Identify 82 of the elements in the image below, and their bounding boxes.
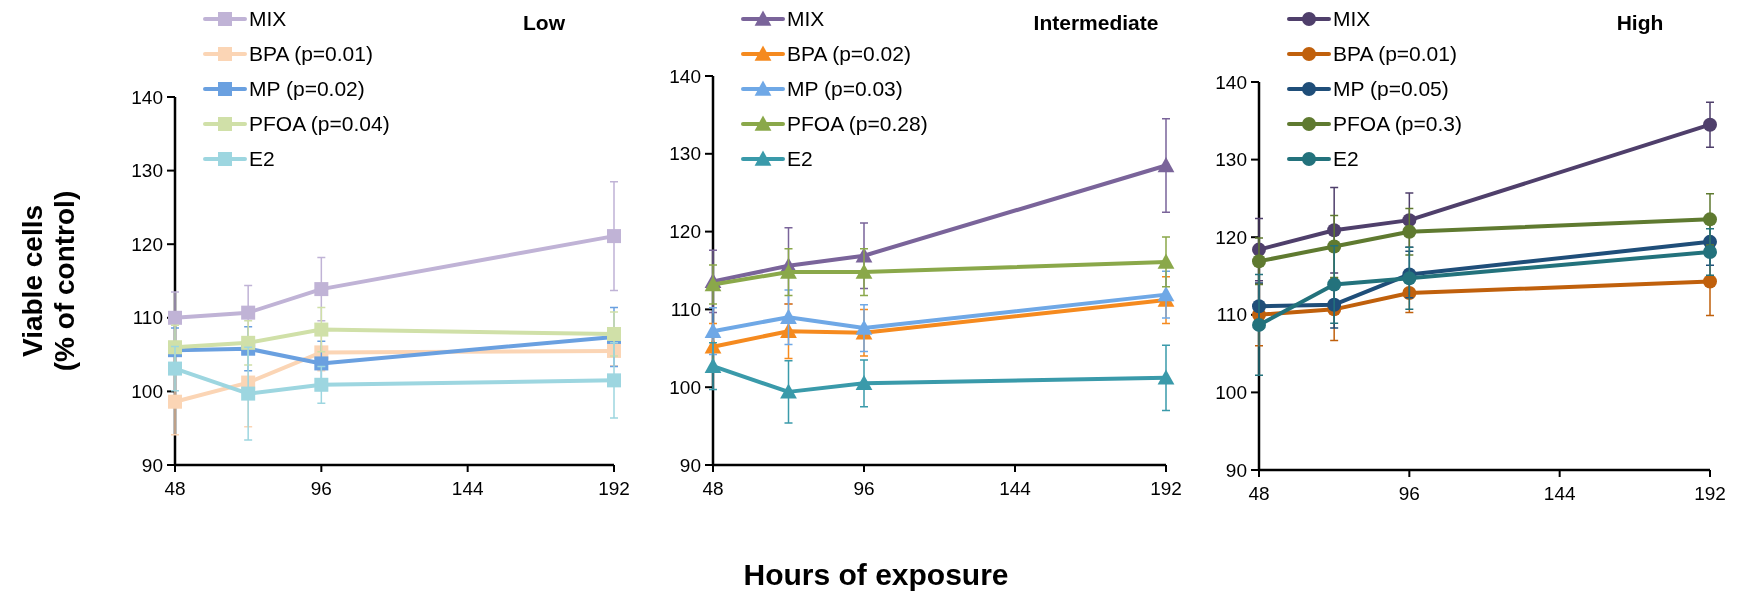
point: [607, 373, 621, 388]
x-tick-label: 192: [1150, 478, 1182, 499]
x-axis-title: Hours of exposure: [743, 558, 1009, 591]
y-tick-label: 100: [669, 376, 701, 398]
y-tick-label: 90: [141, 454, 163, 476]
point: [1157, 369, 1175, 385]
legend-label: BPA (p=0.02): [787, 42, 911, 66]
legend-label: E2: [249, 147, 275, 171]
point: [607, 229, 621, 244]
chart-title: Low: [523, 11, 566, 34]
x-tick-label: 96: [310, 478, 332, 499]
point: [314, 322, 329, 337]
point: [1402, 271, 1417, 286]
point: [314, 356, 329, 371]
point: [1252, 317, 1266, 332]
y-tick-label: 130: [1215, 149, 1247, 171]
point: [780, 383, 797, 399]
point: [1327, 277, 1342, 292]
legend-label: PFOA (p=0.3): [1333, 112, 1462, 136]
point: [780, 263, 797, 279]
legend-label: BPA (p=0.01): [1333, 42, 1457, 66]
x-tick-label: 48: [1248, 483, 1270, 504]
x-tick-label: 48: [702, 478, 724, 499]
point: [168, 361, 182, 376]
point: [1157, 157, 1175, 173]
point: [855, 374, 873, 391]
legend-label: BPA (p=0.01): [249, 42, 373, 66]
legend-label: PFOA (p=0.28): [787, 112, 928, 136]
x-tick-label: 144: [999, 478, 1032, 499]
point: [1703, 212, 1717, 227]
legend-label: MIX: [1333, 7, 1371, 31]
x-tick-label: 48: [164, 478, 186, 499]
y-tick-label: 100: [131, 381, 163, 403]
point: [1252, 254, 1266, 269]
x-tick-label: 96: [1398, 483, 1420, 504]
x-tick-label: 192: [1694, 483, 1726, 504]
chart-title: High: [1616, 11, 1664, 34]
point: [704, 322, 722, 338]
legend-label: MIX: [249, 7, 287, 31]
y-tick-label: 120: [1215, 226, 1247, 248]
point: [704, 357, 722, 373]
y-tick-label: 130: [131, 160, 163, 182]
y-tick-label: 90: [1225, 459, 1247, 481]
y-tick-label: 140: [131, 86, 163, 108]
y-tick-label: 90: [679, 454, 701, 476]
legend-label: E2: [787, 147, 813, 171]
point: [314, 377, 329, 392]
point: [1703, 117, 1717, 132]
legend-label: MP (p=0.05): [1333, 77, 1449, 101]
chart-title: Intermediate: [1033, 11, 1159, 34]
point: [168, 310, 182, 325]
y-tick-label: 110: [132, 307, 163, 329]
point: [168, 394, 182, 409]
y-tick-label: 140: [1215, 71, 1247, 93]
y-tick-label: 120: [669, 221, 701, 243]
x-tick-label: 192: [598, 478, 630, 499]
y-axis-title: Viable cells (% of control): [17, 190, 81, 372]
point: [1703, 274, 1717, 289]
legend-label: MP (p=0.03): [787, 77, 903, 101]
x-tick-label: 96: [853, 478, 875, 499]
x-tick-label: 144: [451, 478, 484, 499]
point: [855, 263, 873, 279]
legend-label: MIX: [787, 7, 825, 31]
point: [1703, 244, 1717, 259]
y-tick-label: 130: [669, 143, 701, 165]
point: [241, 305, 256, 320]
point: [241, 386, 256, 401]
y-tick-label: 110: [670, 299, 701, 321]
legend-label: MP (p=0.02): [249, 77, 365, 101]
x-tick-label: 144: [1543, 483, 1576, 504]
point: [1402, 224, 1417, 239]
point: [314, 282, 329, 297]
point: [1157, 286, 1175, 302]
point: [1157, 253, 1175, 269]
y-tick-label: 100: [1215, 382, 1247, 404]
point: [855, 319, 873, 335]
y-tick-label: 110: [1216, 304, 1247, 326]
legend-label: E2: [1333, 147, 1359, 171]
y-tick-label: 120: [131, 233, 163, 255]
y-tick-label: 140: [669, 65, 701, 87]
point: [780, 308, 797, 324]
legend-label: PFOA (p=0.04): [249, 112, 390, 136]
